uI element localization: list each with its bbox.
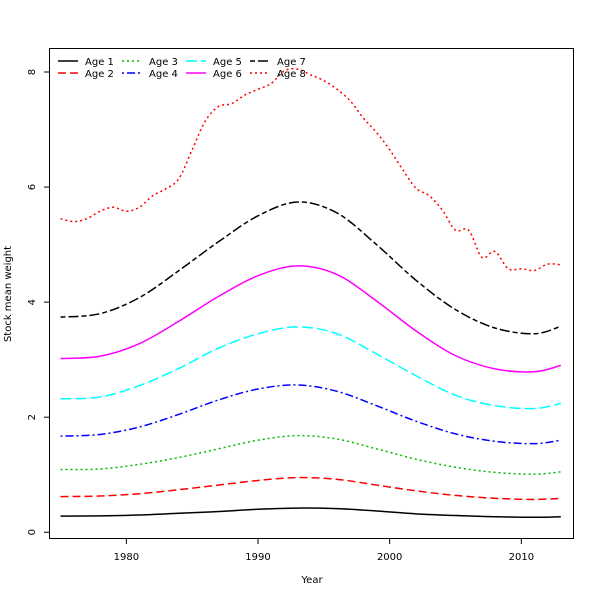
legend-label-age-6: Age 6 [213, 69, 242, 80]
series-line-age-8 [60, 68, 561, 272]
series-line-age-6 [60, 265, 562, 373]
y-tick-label-6: 6 [27, 184, 38, 190]
legend-label-age-4: Age 4 [149, 69, 178, 80]
series-line-age-3 [60, 434, 561, 475]
legend-label-age-3: Age 3 [149, 57, 178, 68]
series-line-age-4 [60, 384, 561, 445]
plot-frame [49, 48, 574, 539]
series-line-age-7 [60, 201, 562, 335]
legend-label-age-2: Age 2 [85, 69, 114, 80]
series-line-age-2 [60, 476, 561, 501]
y-tick-label-8: 8 [27, 69, 38, 75]
x-tick-label-1990: 1990 [245, 552, 270, 563]
y-axis-label: Stock mean weight [3, 246, 14, 342]
legend-label-age-7: Age 7 [277, 57, 306, 68]
x-tick-label-1980: 1980 [114, 552, 139, 563]
legend-label-age-5: Age 5 [213, 57, 242, 68]
x-tick-label-2010: 2010 [509, 552, 534, 563]
y-tick-label-0: 0 [27, 529, 38, 535]
series-layer [60, 68, 562, 519]
x-axis-label: Year [300, 575, 323, 586]
y-tick-label-4: 4 [27, 299, 38, 305]
legend-label-age-1: Age 1 [85, 57, 114, 68]
y-tick-label-2: 2 [27, 414, 38, 420]
axes: 1980 1990 2000 2010 0 2 4 6 8 [27, 69, 534, 563]
legend-label-age-8: Age 8 [277, 69, 306, 80]
x-tick-label-2000: 2000 [377, 552, 402, 563]
series-line-age-1 [60, 507, 561, 519]
series-line-age-5 [60, 326, 561, 410]
